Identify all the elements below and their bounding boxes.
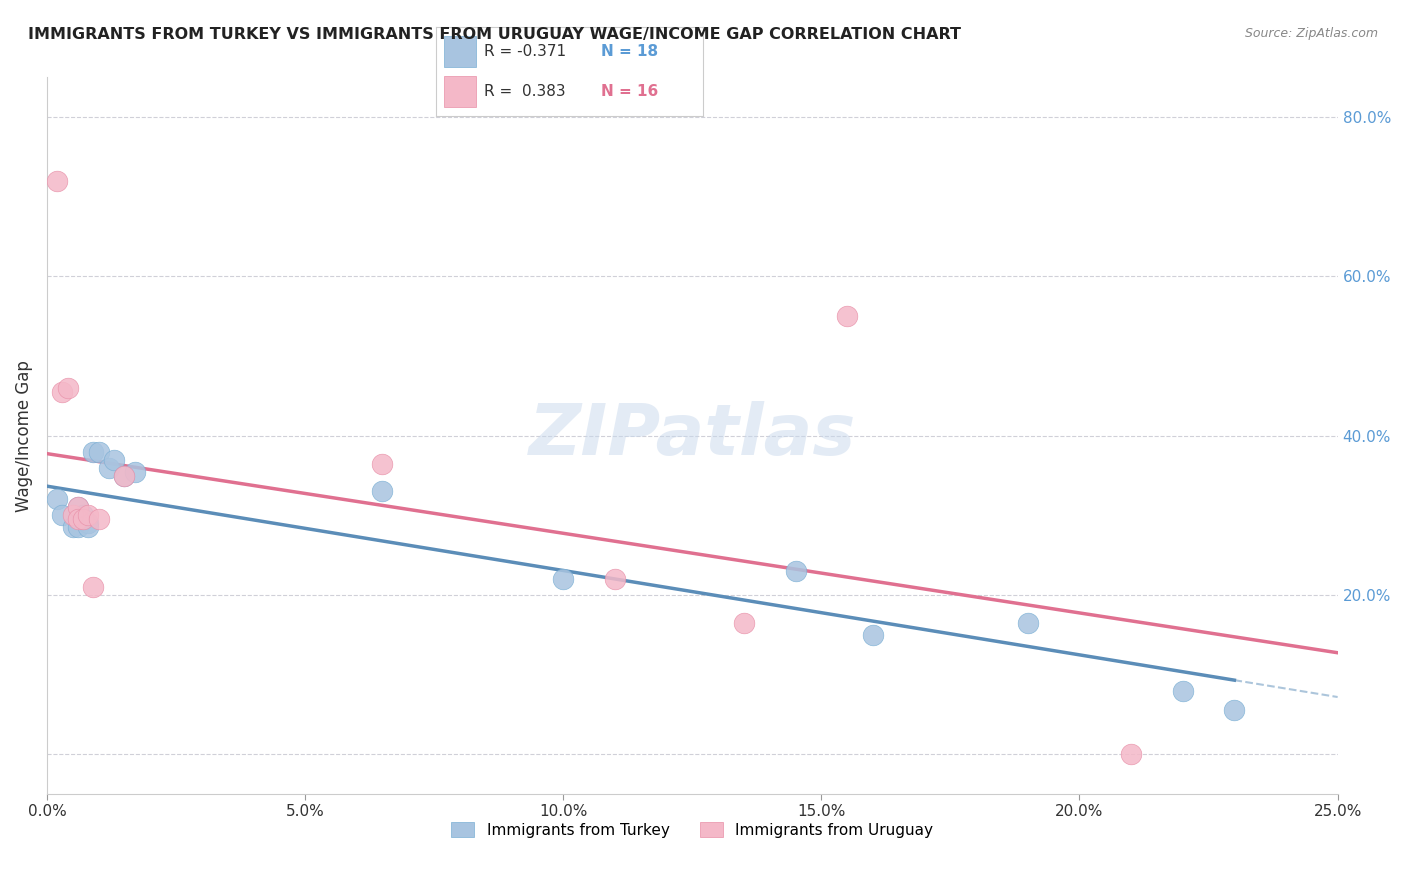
Point	[1017, 615, 1039, 630]
Point	[862, 628, 884, 642]
FancyBboxPatch shape	[444, 76, 475, 107]
Point	[837, 310, 859, 324]
Legend: Immigrants from Turkey, Immigrants from Uruguay: Immigrants from Turkey, Immigrants from …	[446, 815, 939, 844]
Text: Source: ZipAtlas.com: Source: ZipAtlas.com	[1244, 27, 1378, 40]
Point	[77, 520, 100, 534]
Text: IMMIGRANTS FROM TURKEY VS IMMIGRANTS FROM URUGUAY WAGE/INCOME GAP CORRELATION CH: IMMIGRANTS FROM TURKEY VS IMMIGRANTS FRO…	[28, 27, 962, 42]
Point	[66, 500, 89, 515]
Point	[66, 512, 89, 526]
Point	[72, 512, 94, 526]
Point	[77, 516, 100, 531]
Point	[62, 520, 84, 534]
Point	[112, 468, 135, 483]
Point	[56, 381, 79, 395]
Point	[72, 508, 94, 523]
Point	[77, 508, 100, 523]
Point	[72, 512, 94, 526]
Point	[82, 444, 104, 458]
Text: N = 16: N = 16	[602, 85, 659, 99]
Point	[87, 512, 110, 526]
Point	[1171, 683, 1194, 698]
Point	[371, 457, 394, 471]
Point	[46, 174, 69, 188]
Point	[82, 580, 104, 594]
Point	[733, 615, 755, 630]
Point	[62, 508, 84, 523]
Text: N = 18: N = 18	[602, 45, 658, 59]
Text: R =  0.383: R = 0.383	[484, 85, 565, 99]
FancyBboxPatch shape	[444, 36, 475, 67]
Point	[51, 384, 73, 399]
Point	[124, 465, 146, 479]
Point	[371, 484, 394, 499]
Text: R = -0.371: R = -0.371	[484, 45, 567, 59]
Point	[553, 572, 575, 586]
Point	[785, 564, 807, 578]
Point	[66, 520, 89, 534]
Point	[1119, 747, 1142, 762]
Text: ZIPatlas: ZIPatlas	[529, 401, 856, 470]
Point	[97, 460, 120, 475]
Point	[1223, 703, 1246, 717]
Point	[46, 492, 69, 507]
Point	[51, 508, 73, 523]
Point	[603, 572, 626, 586]
Y-axis label: Wage/Income Gap: Wage/Income Gap	[15, 359, 32, 512]
Point	[103, 452, 125, 467]
Point	[87, 444, 110, 458]
Point	[66, 500, 89, 515]
Point	[112, 468, 135, 483]
